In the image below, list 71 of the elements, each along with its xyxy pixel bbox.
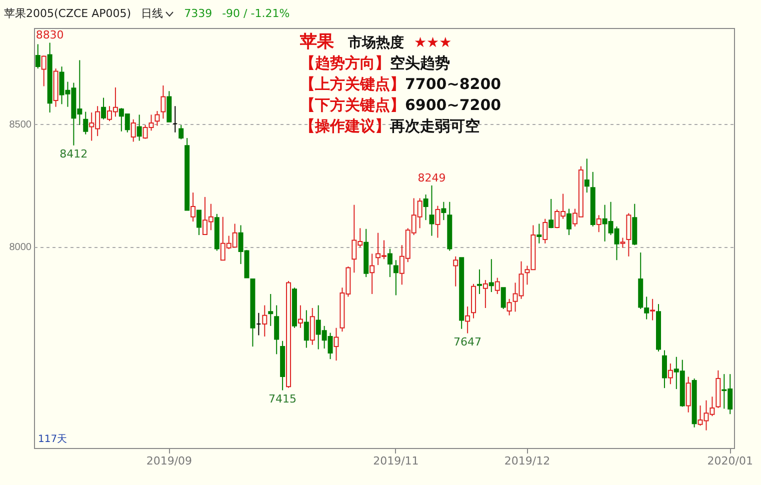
- candlestick: [662, 350, 667, 389]
- candlestick: [268, 294, 274, 326]
- candlestick: [178, 124, 184, 140]
- candlestick: [668, 363, 673, 385]
- x-tick-label: 2019/09: [146, 454, 192, 468]
- annotation: 空头趋势: [390, 54, 450, 72]
- candlestick: [310, 308, 315, 346]
- candlestick: [83, 111, 88, 135]
- candlestick: [35, 44, 40, 70]
- candlestick: [101, 97, 106, 120]
- x-tick-label: 2020/01: [707, 454, 753, 468]
- candlestick: [476, 268, 482, 294]
- candlestick: [262, 304, 268, 337]
- annotation: 苹果: [300, 32, 334, 52]
- annotation: 【上方关键点】: [300, 75, 405, 93]
- candlestick: [506, 298, 512, 316]
- y-tick-label: 8500: [9, 119, 32, 130]
- annotation: 【趋势方向】: [300, 54, 390, 72]
- chart-title: 苹果2005(CZCE AP005): [4, 6, 132, 21]
- annotation: 7415: [268, 392, 297, 406]
- annotation: 6900~7200: [405, 96, 502, 114]
- candlestick: [465, 306, 470, 334]
- annotation: 【操作建议】: [300, 117, 390, 135]
- candlestick: [453, 256, 458, 287]
- annotation: 7647: [454, 335, 482, 348]
- candlestick: [536, 223, 542, 244]
- candlestick: [370, 253, 375, 294]
- y-tick-label: 8000: [9, 242, 32, 254]
- candlestick: [190, 192, 196, 222]
- annotation: ★★★: [414, 35, 452, 51]
- candlestick: [274, 304, 280, 355]
- candlestick: [435, 205, 440, 238]
- candlestick: [298, 304, 303, 328]
- annotation: 117天: [38, 433, 68, 446]
- candlestick: [423, 194, 428, 221]
- candlestick: [393, 260, 398, 296]
- candlestick: [548, 198, 554, 229]
- candlestick: [130, 118, 136, 142]
- text: 日线: [141, 6, 164, 21]
- candlestick: [542, 218, 548, 244]
- candlestick: [584, 158, 590, 194]
- candlestick: [160, 84, 166, 120]
- candlestick: [620, 237, 626, 248]
- annotation: 7700~8200: [405, 75, 502, 93]
- candlestick: [154, 110, 160, 126]
- annotation: 【下方关键点】: [300, 96, 405, 114]
- candlestick: [566, 208, 572, 236]
- candlestick: [441, 201, 446, 221]
- candlestick: [596, 214, 602, 233]
- candlestick: [500, 287, 506, 310]
- x-tick-label: 2019/11: [373, 454, 419, 468]
- candlestick: [482, 280, 488, 308]
- text: -90 / -1.21%: [222, 7, 290, 20]
- candlestick: [650, 298, 656, 321]
- candlestick: [304, 310, 309, 348]
- annotation: 再次走弱可空: [390, 117, 480, 135]
- annotation: 8830: [36, 28, 64, 42]
- candlestick: [334, 327, 339, 362]
- candlestick: [429, 184, 434, 236]
- candlestick: [196, 210, 202, 236]
- annotation: 8412: [60, 147, 88, 160]
- annotation: 8249: [418, 171, 446, 184]
- x-tick-label: 2019/12: [504, 454, 550, 468]
- candlestick: [488, 258, 494, 293]
- candlestick: [686, 376, 691, 413]
- candlestick: [136, 114, 142, 142]
- annotation: 市场热度: [348, 35, 404, 51]
- candlestick: [387, 248, 392, 278]
- candlestick: [494, 277, 500, 294]
- candlestick: [41, 55, 46, 87]
- text: 7339: [184, 7, 212, 20]
